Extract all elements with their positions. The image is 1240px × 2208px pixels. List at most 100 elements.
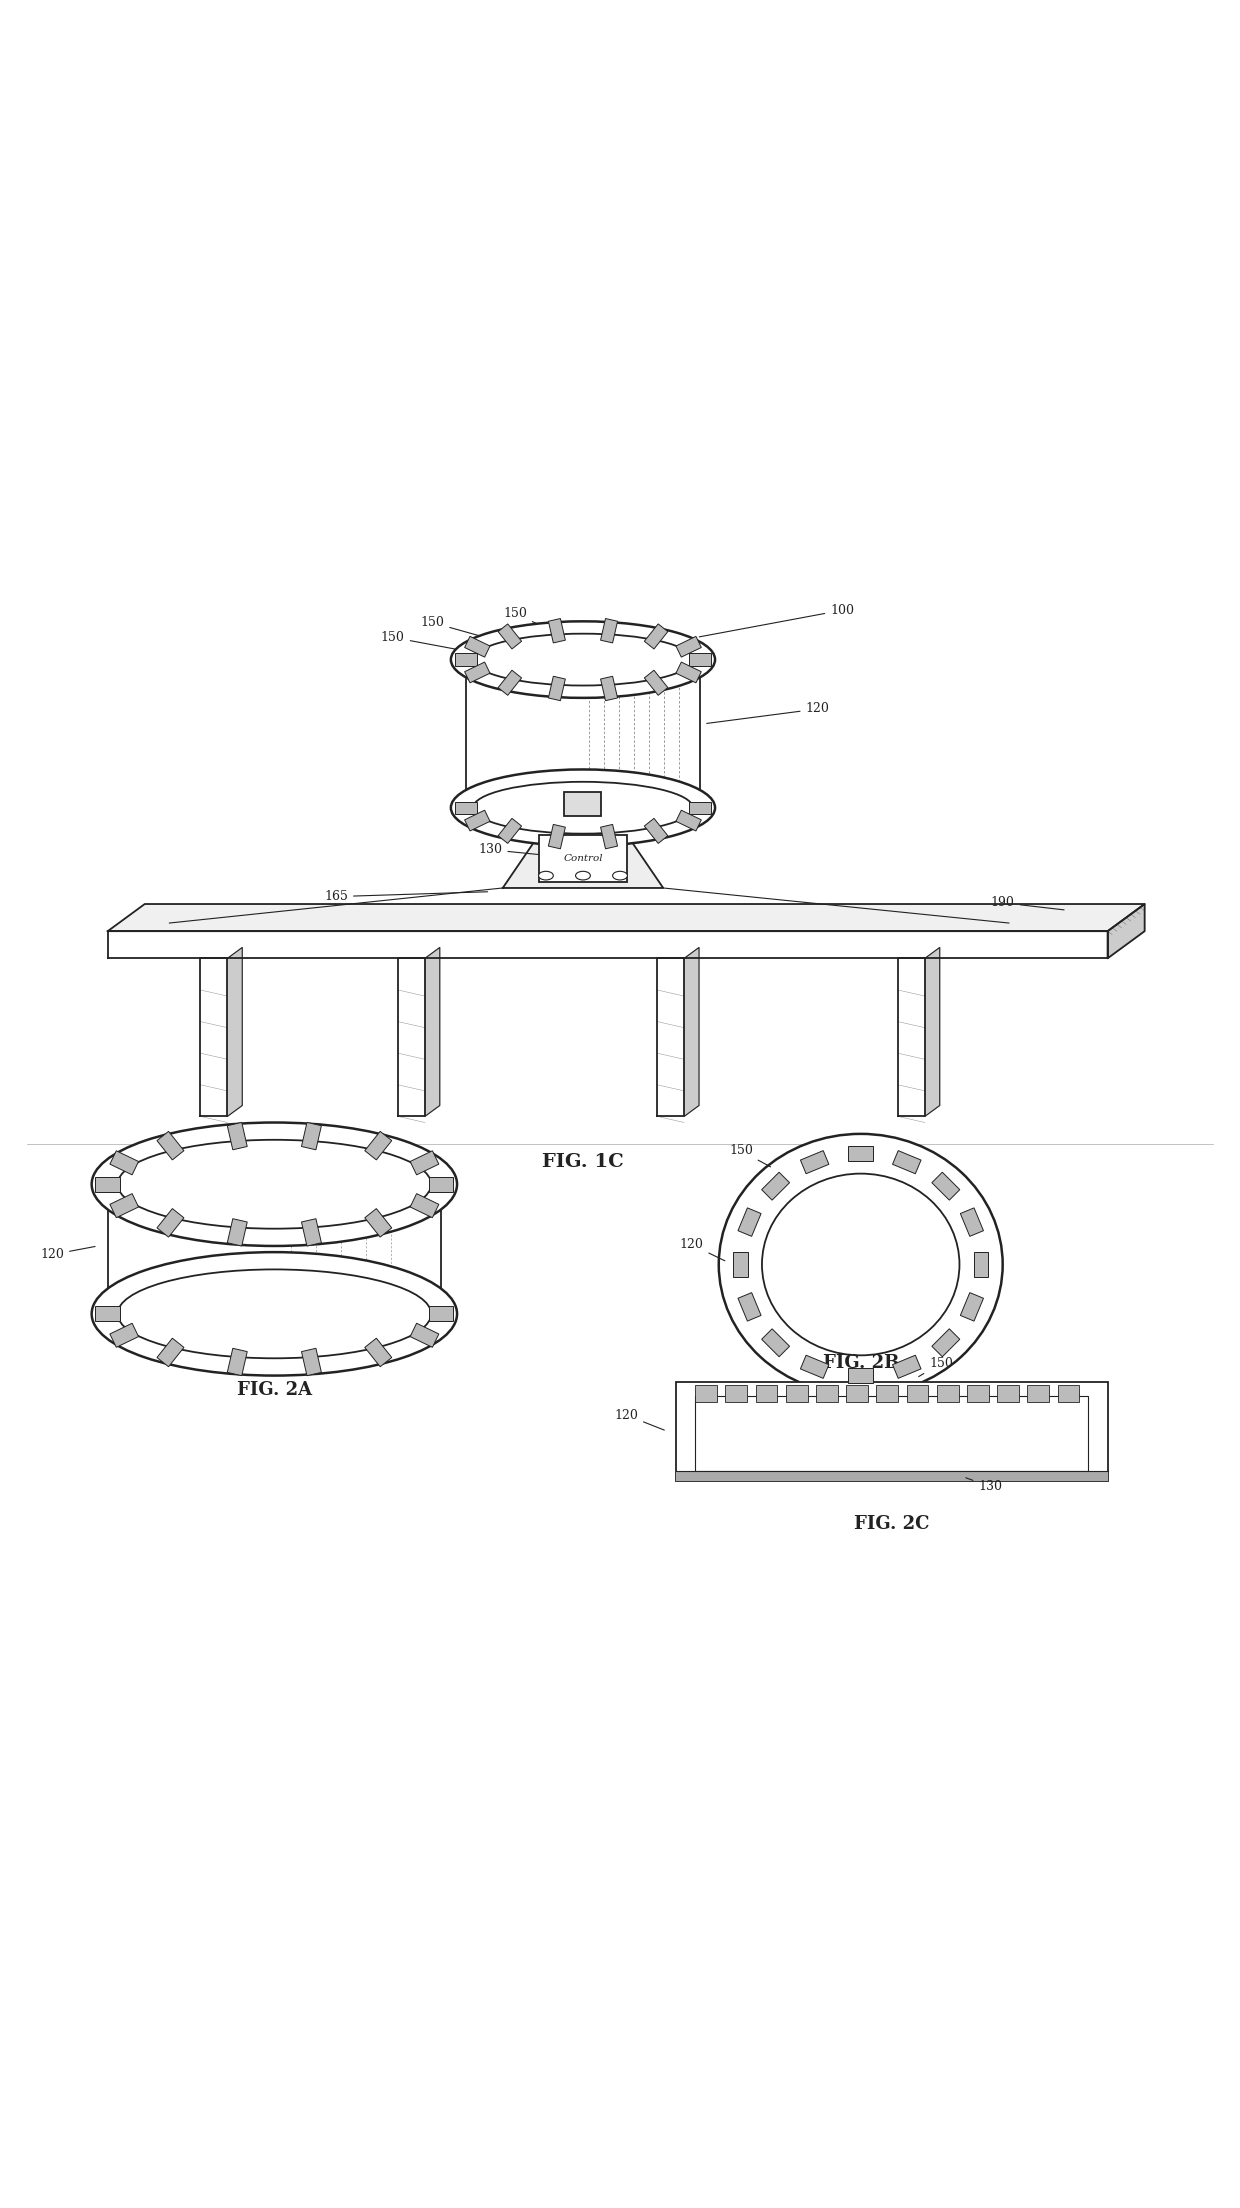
Bar: [498, 625, 522, 649]
Ellipse shape: [575, 872, 590, 881]
Text: 130: 130: [479, 843, 562, 857]
Bar: [429, 1177, 454, 1192]
Bar: [600, 824, 618, 848]
Bar: [465, 636, 490, 658]
Bar: [410, 1323, 439, 1347]
Bar: [676, 662, 702, 682]
Polygon shape: [925, 947, 940, 1117]
Ellipse shape: [451, 768, 715, 846]
Bar: [676, 1382, 1107, 1482]
Bar: [1058, 1384, 1079, 1402]
Bar: [620, 793, 645, 817]
Bar: [548, 618, 565, 643]
Bar: [893, 1150, 921, 1175]
Ellipse shape: [761, 1175, 960, 1356]
Ellipse shape: [466, 629, 701, 689]
Polygon shape: [569, 793, 596, 819]
Polygon shape: [398, 958, 425, 1117]
Bar: [110, 1323, 139, 1347]
Bar: [931, 1329, 960, 1356]
Ellipse shape: [451, 620, 715, 698]
Bar: [410, 1150, 439, 1175]
Bar: [738, 1208, 761, 1236]
Bar: [906, 1384, 929, 1402]
Polygon shape: [201, 958, 227, 1117]
Bar: [893, 1356, 921, 1378]
Bar: [157, 1208, 184, 1236]
Text: 150: 150: [136, 1157, 197, 1175]
Ellipse shape: [538, 872, 553, 881]
Bar: [498, 671, 522, 696]
Bar: [800, 1356, 828, 1378]
Bar: [410, 1195, 439, 1217]
Bar: [997, 1384, 1019, 1402]
Polygon shape: [425, 947, 440, 1117]
Text: Control: Control: [563, 854, 603, 863]
Bar: [800, 1150, 828, 1175]
Bar: [301, 1122, 321, 1150]
Ellipse shape: [92, 1252, 458, 1376]
Bar: [465, 810, 490, 830]
Bar: [960, 1292, 983, 1320]
Bar: [455, 654, 477, 667]
Text: 120: 120: [707, 702, 830, 724]
Bar: [600, 618, 618, 643]
Bar: [365, 1208, 392, 1236]
Bar: [365, 1130, 392, 1159]
Ellipse shape: [108, 1135, 441, 1234]
Bar: [600, 676, 618, 700]
Text: FIG. 2A: FIG. 2A: [237, 1382, 312, 1400]
Bar: [786, 1384, 807, 1402]
Polygon shape: [684, 947, 699, 1117]
Bar: [689, 654, 712, 667]
Bar: [733, 1252, 748, 1276]
Bar: [738, 1292, 761, 1320]
Ellipse shape: [92, 1252, 458, 1376]
Bar: [645, 625, 668, 649]
Ellipse shape: [613, 872, 627, 881]
Bar: [676, 810, 702, 830]
Ellipse shape: [118, 1139, 432, 1228]
Bar: [848, 1146, 873, 1161]
Text: 150: 150: [503, 607, 568, 638]
Bar: [877, 1384, 898, 1402]
Bar: [676, 636, 702, 658]
Bar: [816, 1384, 838, 1402]
Ellipse shape: [474, 634, 693, 684]
Text: 150: 150: [381, 631, 469, 651]
Polygon shape: [227, 947, 242, 1117]
Polygon shape: [1107, 903, 1145, 958]
Bar: [696, 1395, 1087, 1471]
Bar: [157, 1130, 184, 1159]
Bar: [960, 1208, 983, 1236]
Bar: [301, 1219, 321, 1245]
Bar: [301, 1349, 321, 1376]
Text: 120: 120: [680, 1239, 725, 1261]
Bar: [761, 1172, 790, 1201]
Bar: [931, 1172, 960, 1201]
Bar: [848, 1367, 873, 1382]
Bar: [755, 1384, 777, 1402]
Bar: [227, 1349, 247, 1376]
Polygon shape: [657, 958, 684, 1117]
Text: 190: 190: [991, 896, 1064, 910]
Bar: [645, 819, 668, 843]
Bar: [365, 1338, 392, 1367]
Polygon shape: [108, 903, 1145, 932]
Polygon shape: [898, 958, 925, 1117]
Bar: [498, 819, 522, 843]
Bar: [564, 793, 601, 817]
Text: 120: 120: [40, 1248, 95, 1261]
Bar: [645, 671, 668, 696]
Text: 120: 120: [614, 1409, 665, 1431]
Bar: [110, 1195, 139, 1217]
Bar: [689, 802, 712, 815]
Ellipse shape: [118, 1270, 432, 1358]
Text: 130: 130: [339, 1318, 404, 1336]
Text: FIG. 2B: FIG. 2B: [822, 1354, 899, 1371]
Text: FIG. 1C: FIG. 1C: [542, 1153, 624, 1170]
Bar: [761, 1329, 790, 1356]
Text: 150: 150: [729, 1144, 770, 1166]
Polygon shape: [502, 819, 663, 888]
Bar: [110, 1150, 139, 1175]
